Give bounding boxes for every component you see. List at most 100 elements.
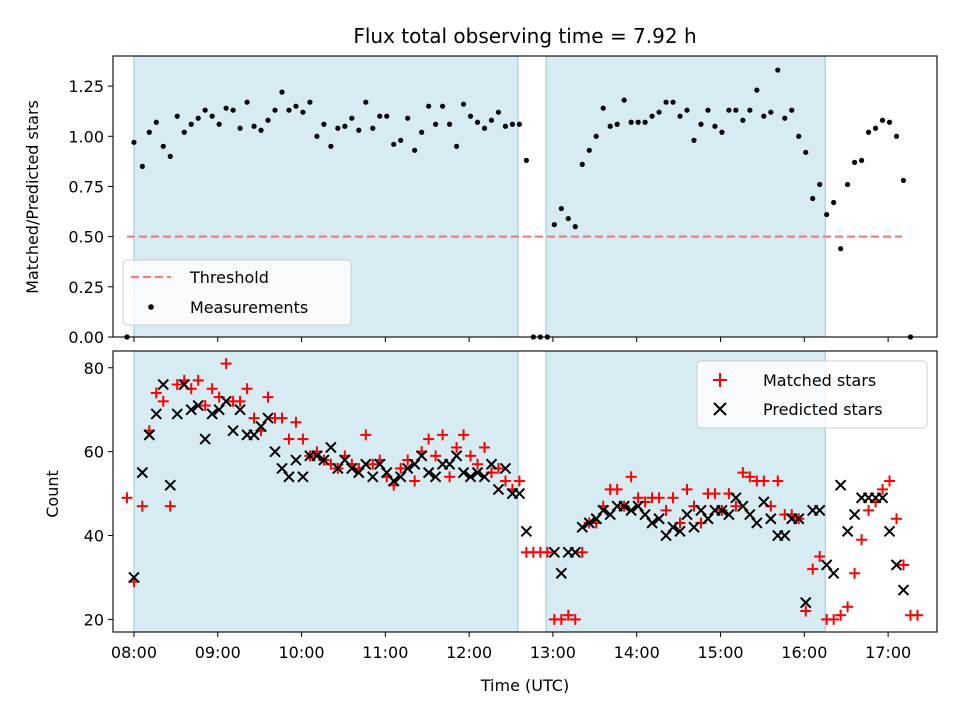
matched-star-point <box>360 429 372 441</box>
measurement-point <box>824 211 830 218</box>
measurement-point <box>733 107 739 113</box>
bottom-shaded-interval <box>133 351 519 632</box>
matched-star-point <box>562 609 574 621</box>
predicted-star-point <box>758 496 770 508</box>
predicted-star-point <box>262 412 274 424</box>
measurement-point <box>593 133 599 139</box>
measurement-point <box>677 113 683 119</box>
matched-star-point <box>283 433 295 445</box>
predicted-star-point <box>401 462 414 475</box>
measurement-point <box>160 143 166 149</box>
measurement-point <box>139 163 145 169</box>
measurement-point <box>433 121 439 127</box>
measurement-point <box>307 99 313 105</box>
top-chart-title: Flux total observing time = 7.92 h <box>353 24 696 48</box>
bottom-axes-frame <box>112 350 938 633</box>
measurement-point <box>391 141 397 147</box>
measurement-point <box>258 127 264 133</box>
measurement-point <box>607 123 613 129</box>
measurement-point <box>370 125 376 131</box>
matched-star-point <box>241 383 253 395</box>
predicted-star-point <box>646 517 658 529</box>
predicted-star-point <box>681 508 693 521</box>
matched-star-point <box>121 492 133 504</box>
measurement-point <box>405 115 411 121</box>
predicted-star-point <box>422 466 435 479</box>
measurement-point <box>363 99 369 105</box>
matched-star-point <box>276 412 288 424</box>
predicted-star-point <box>367 471 379 483</box>
measurement-point <box>852 159 858 165</box>
measurement-point <box>502 123 509 129</box>
top-shaded-interval <box>545 56 826 337</box>
predicted-star-point <box>576 521 588 533</box>
measurement-point <box>572 224 578 230</box>
measurement-point <box>872 125 879 131</box>
predicted-star-point <box>171 408 183 420</box>
measurement-point <box>747 107 753 113</box>
measurement-point <box>726 107 732 113</box>
predicted-star-point <box>227 424 239 437</box>
predicted-star-point <box>653 513 665 525</box>
measurement-point <box>635 119 641 125</box>
predicted-star-point <box>185 404 197 416</box>
measurement-point <box>865 129 872 135</box>
measurement-point <box>628 119 634 125</box>
bottom-y-tick-label: 20 <box>84 610 104 629</box>
predicted-star-point <box>471 466 484 479</box>
measurement-point <box>579 161 585 167</box>
top-axes-frame <box>112 55 938 338</box>
matched-star-point <box>220 358 232 370</box>
bottom-x-tick-label: 12:00 <box>446 643 492 662</box>
measurement-point <box>803 149 809 155</box>
predicted-legend-swatch <box>713 402 727 416</box>
matched-star-point <box>877 483 889 495</box>
measurement-point <box>460 101 467 107</box>
measurement-point <box>495 109 502 115</box>
matched-star-point <box>136 500 148 512</box>
matched-star-point <box>800 605 812 617</box>
predicted-star-point <box>583 517 595 529</box>
matched-star-point <box>541 546 553 558</box>
measurement-point <box>858 157 865 163</box>
matched-star-point <box>911 609 923 621</box>
measurement-point <box>516 121 523 127</box>
predicted-star-point <box>220 395 232 408</box>
matched-star-point <box>499 475 511 487</box>
measurement-point <box>886 119 893 125</box>
matched-star-point <box>681 483 693 495</box>
top-y-tick-label: 0.75 <box>68 177 104 196</box>
measurement-point <box>523 157 529 163</box>
matched-star-point <box>744 471 756 483</box>
bottom-x-tick-label: 14:00 <box>614 643 660 662</box>
matched-star-point <box>150 387 162 399</box>
matched-star-point <box>157 395 169 407</box>
predicted-star-point <box>178 378 190 391</box>
measurement-point <box>670 99 676 105</box>
matched-star-point <box>451 441 463 453</box>
measurement-point <box>879 117 886 123</box>
measurement-point <box>209 113 215 119</box>
predicted-star-point <box>520 525 533 538</box>
predicted-star-point <box>765 513 777 525</box>
matched-star-point <box>842 601 854 613</box>
predicted-star-point <box>827 567 840 579</box>
measurement-point <box>719 129 725 135</box>
predicted-star-point <box>800 596 812 609</box>
predicted-star-point <box>779 529 791 542</box>
predicted-star-point <box>478 471 491 483</box>
matched-star-point <box>890 513 902 525</box>
predicted-star-point <box>457 466 470 479</box>
measurement-point <box>845 181 851 188</box>
measurement-point <box>768 109 774 115</box>
measurement-point <box>551 222 557 228</box>
measurement-point <box>265 117 271 123</box>
predicted-star-point <box>143 429 156 441</box>
matched-legend-swatch <box>713 373 727 387</box>
predicted-star-point <box>555 567 568 579</box>
measurement-point <box>565 215 571 222</box>
top-plot-area: 0.00 0.25 0.50 0.75 1.00 1.25 <box>68 55 938 347</box>
measurement-point <box>600 105 606 111</box>
predicted-star-point <box>723 508 735 521</box>
measurement-point <box>244 99 250 105</box>
